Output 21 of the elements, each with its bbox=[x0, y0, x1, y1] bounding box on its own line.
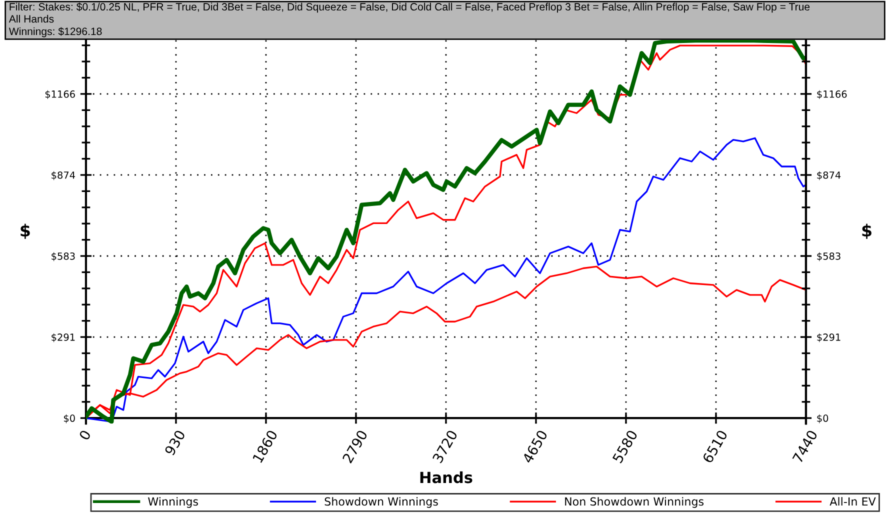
x-axis-title: Hands bbox=[420, 471, 472, 484]
y-tick-label: $291 bbox=[52, 333, 75, 342]
y-tick-label: $0 bbox=[64, 414, 75, 424]
y2-tick-label: $291 bbox=[817, 333, 840, 342]
y-axis-title: $ bbox=[20, 224, 30, 239]
chart-title: Filter: Stakes: $0.1/0.25 NL, PFR = True, Did 3Bet = False, Did Squeeze = False, Did Cold Call = False, Faced Preflop 3 Bet = False, Allin Preflop = False, Saw Flop = True bbox=[10, 2, 810, 13]
y2-axis-title: $ bbox=[862, 224, 872, 239]
legend-label: All-In EV bbox=[830, 497, 876, 506]
y-tick-label: $874 bbox=[52, 171, 76, 180]
y2-tick-label: $0 bbox=[817, 414, 828, 424]
chart-subtitle: All Hands bbox=[8, 14, 54, 23]
legend-label: Showdown Winnings bbox=[324, 497, 438, 508]
legend-label: Non Showdown Winnings bbox=[565, 497, 704, 508]
y2-tick-label: $874 bbox=[817, 171, 841, 180]
y-tick-label: $583 bbox=[52, 252, 75, 262]
text: Winnings: $1296.18 bbox=[8, 27, 102, 38]
legend-label: Winnings bbox=[148, 497, 198, 508]
x-tick-label: 0 bbox=[78, 429, 92, 441]
y2-tick-label: $1166 bbox=[817, 90, 847, 100]
y2-tick-label: $583 bbox=[817, 252, 840, 262]
y-tick-label: $1166 bbox=[45, 90, 75, 100]
